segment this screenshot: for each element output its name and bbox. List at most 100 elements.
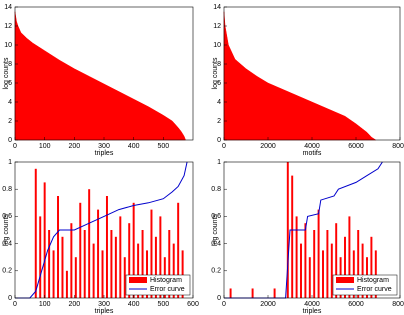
histogram-bar — [43, 182, 46, 298]
histogram-bar — [251, 288, 254, 298]
histogram-bar — [128, 223, 131, 298]
histogram-bar — [110, 230, 113, 298]
histogram-bar — [92, 243, 95, 298]
y-tick-label: 0 — [8, 137, 12, 144]
histogram-bar — [344, 236, 346, 298]
histogram-bar — [48, 230, 51, 298]
histogram-bar — [335, 223, 338, 298]
y-tick-label: 0.4 — [2, 240, 12, 247]
y-tick-label: 0 — [217, 137, 221, 144]
legend-swatch — [336, 277, 354, 283]
x-tick-label: 8000 — [392, 301, 404, 308]
x-tick-label: 400 — [128, 143, 140, 150]
y-axis-label: log counts — [3, 214, 10, 246]
x-tick-label: 2000 — [260, 301, 276, 308]
histogram-bar — [374, 250, 377, 298]
histogram-bar — [154, 236, 157, 298]
histogram-bar — [177, 202, 180, 298]
histogram-bar — [132, 202, 135, 298]
histogram-bar — [52, 250, 55, 298]
x-axis-label: triples — [303, 308, 322, 315]
y-tick-label: 0.2 — [2, 268, 12, 275]
histogram-bar — [137, 243, 140, 298]
x-tick-label: 4000 — [304, 301, 320, 308]
x-tick-label: 2000 — [260, 143, 276, 150]
histogram-bar — [300, 243, 302, 298]
x-tick-label: 100 — [39, 143, 51, 150]
histogram-bar — [97, 209, 100, 298]
error-curve — [224, 161, 383, 299]
histogram-bar — [141, 230, 144, 298]
x-tick-label: 500 — [157, 301, 169, 308]
histogram-bar — [172, 243, 175, 298]
y-tick-label: 6 — [217, 80, 221, 87]
histogram-bar — [79, 202, 82, 298]
y-tick-label: 14 — [213, 4, 221, 11]
histogram-bar — [304, 223, 307, 298]
histogram-bar — [352, 250, 355, 298]
histogram-bar — [57, 196, 60, 298]
y-tick-label: 0.4 — [211, 240, 221, 247]
histogram-bar — [348, 216, 351, 298]
histogram-bar — [150, 209, 153, 298]
y-tick-label: 12 — [213, 23, 221, 30]
y-tick-label: 0.6 — [211, 213, 221, 220]
histogram-bar — [313, 230, 316, 298]
legend-label: Error curve — [150, 286, 185, 293]
histogram-bar — [330, 243, 333, 298]
x-axis-label: triples — [95, 150, 114, 157]
y-tick-label: 0.8 — [211, 186, 221, 193]
y-tick-label: 6 — [8, 80, 12, 87]
histogram-bar — [168, 230, 171, 298]
legend-label: Histogram — [150, 277, 182, 284]
y-tick-label: 10 — [213, 42, 221, 49]
x-axis-label: triples — [95, 308, 114, 315]
y-tick-label: 4 — [217, 99, 221, 106]
area — [14, 11, 186, 141]
histogram-bar — [181, 250, 184, 298]
y-tick-label: 2 — [8, 118, 12, 125]
histogram-bar — [83, 230, 86, 298]
histogram-bar — [65, 270, 68, 298]
x-axis-label: motifs — [303, 150, 322, 157]
histogram-bar — [273, 288, 276, 298]
y-tick-label: 0.6 — [2, 213, 12, 220]
histogram-bar — [322, 250, 324, 298]
x-tick-label: 100 — [39, 301, 51, 308]
y-tick-label: 0 — [8, 295, 12, 302]
y-tick-label: 1 — [8, 159, 12, 166]
legend-swatch — [129, 277, 147, 283]
area — [223, 11, 377, 141]
histogram-bar — [326, 230, 329, 298]
histogram-bar — [61, 236, 64, 298]
y-tick-label: 8 — [217, 61, 221, 68]
y-tick-label: 4 — [8, 99, 12, 106]
histogram-bar — [39, 216, 42, 298]
histogram-bar — [291, 175, 294, 298]
y-axis-label: log counts — [212, 214, 219, 246]
y-tick-label: 2 — [217, 118, 221, 125]
histogram-bar — [286, 162, 289, 298]
histogram-bar — [105, 196, 108, 298]
y-tick-label: 12 — [4, 23, 12, 30]
x-tick-label: 400 — [128, 301, 140, 308]
x-tick-label: 0 — [13, 143, 17, 150]
histogram-bar — [159, 216, 162, 298]
x-tick-label: 8000 — [392, 143, 404, 150]
y-tick-label: 1 — [217, 159, 221, 166]
x-tick-label: 600 — [187, 301, 199, 308]
y-tick-label: 0 — [217, 295, 221, 302]
histogram-bar — [308, 257, 311, 298]
histogram-bar — [229, 288, 232, 298]
y-tick-label: 8 — [8, 61, 12, 68]
histogram-bar — [317, 209, 320, 298]
x-tick-label: 6000 — [348, 143, 364, 150]
y-axis-label: log counts — [212, 57, 219, 89]
x-tick-label: 200 — [68, 301, 80, 308]
histogram-bar — [295, 216, 298, 298]
histogram-bar — [114, 236, 117, 298]
y-tick-label: 10 — [4, 42, 12, 49]
x-tick-label: 0 — [13, 301, 17, 308]
histogram-bar — [34, 168, 37, 298]
